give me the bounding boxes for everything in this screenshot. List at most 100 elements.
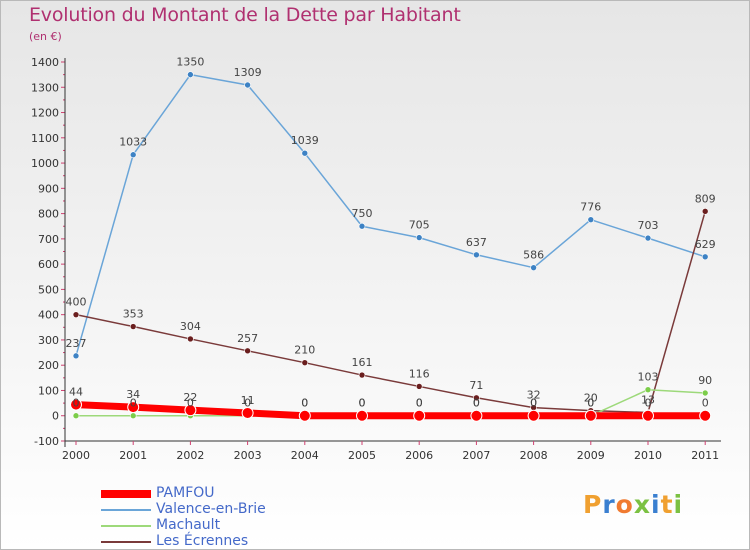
data-point: [415, 383, 423, 390]
data-label: 750: [352, 207, 373, 220]
legend-label: Machault: [156, 517, 221, 533]
x-tick-label: 2009: [577, 449, 605, 462]
data-label: 0: [73, 397, 80, 410]
data-label: 0: [587, 397, 594, 410]
x-tick-label: 2000: [62, 449, 90, 462]
data-point: [127, 401, 140, 414]
legend-label: PAMFOU: [156, 485, 215, 501]
data-label: 637: [466, 236, 487, 249]
data-point: [301, 149, 309, 157]
data-label: 71: [469, 379, 483, 392]
data-point: [356, 409, 368, 422]
data-label: 103: [638, 371, 659, 384]
data-point: [473, 251, 480, 259]
y-tick-label: 100: [38, 384, 59, 397]
legend-item-valence-en-brie: Valence-en-Brie: [101, 501, 361, 518]
data-label: 44: [69, 386, 83, 399]
legend-label: Les Écrennes: [156, 533, 249, 549]
legend-swatch: [101, 490, 151, 498]
data-point: [644, 386, 652, 394]
data-label: 0: [130, 397, 137, 410]
data-label: 353: [123, 308, 144, 321]
y-tick-label: 1000: [31, 157, 59, 170]
data-label: 13: [641, 393, 655, 406]
data-label: 1309: [234, 66, 262, 79]
data-point: [473, 394, 480, 402]
series-line: [72, 401, 709, 420]
data-label: 22: [183, 391, 197, 404]
chart-legend: PAMFOU Valence-en-Brie Machault Les Écre…: [101, 485, 361, 549]
logo-letter: i: [673, 490, 684, 519]
logo-letter: t: [660, 490, 674, 519]
data-label: 0: [244, 397, 251, 410]
data-point: [244, 347, 251, 355]
data-point: [187, 335, 194, 343]
data-label: 34: [126, 388, 140, 401]
data-label: 0: [473, 397, 480, 410]
data-point: [187, 71, 194, 78]
data-label: 0: [301, 397, 308, 410]
y-tick-label: 900: [38, 182, 59, 195]
x-tick-label: 2005: [348, 449, 376, 462]
legend-item-pamfou: PAMFOU: [101, 485, 361, 502]
data-label: 304: [180, 320, 201, 333]
data-point: [298, 409, 311, 422]
x-tick-label: 2002: [176, 449, 204, 462]
data-point: [530, 264, 537, 271]
data-label: 0: [702, 397, 709, 410]
y-tick-label: 1200: [31, 107, 59, 120]
logo-letter: P: [583, 490, 603, 519]
data-point: [244, 81, 251, 89]
chart-title: Evolution du Montant de la Dette par Hab…: [29, 4, 461, 26]
data-label: 0: [530, 397, 537, 410]
data-label: 116: [409, 367, 430, 380]
data-label: 0: [359, 397, 366, 410]
data-point: [413, 409, 426, 422]
data-point: [129, 323, 137, 330]
legend-item-machault: Machault: [101, 517, 361, 534]
data-point: [470, 409, 483, 422]
chart-subtitle: (en €): [29, 30, 62, 43]
legend-swatch: [101, 541, 151, 543]
data-label: 1033: [119, 136, 147, 149]
y-tick-label: 700: [38, 233, 59, 246]
data-point: [642, 409, 654, 422]
x-tick-label: 2011: [691, 449, 719, 462]
data-point: [129, 151, 137, 159]
data-point: [644, 234, 652, 242]
data-label: 400: [66, 296, 87, 309]
y-tick-label: 0: [52, 410, 59, 423]
proxiti-logo: Proxiti: [583, 490, 683, 519]
data-point: [72, 412, 80, 420]
data-label: 210: [294, 344, 315, 357]
y-tick-label: 1100: [31, 132, 59, 145]
data-label: 0: [187, 397, 194, 410]
data-label: 257: [237, 332, 258, 345]
data-point: [699, 409, 712, 422]
data-label: 0: [416, 397, 423, 410]
x-tick-label: 2006: [405, 449, 433, 462]
data-point: [587, 216, 595, 223]
legend-swatch: [101, 525, 151, 527]
y-tick-label: 300: [38, 334, 59, 347]
data-point: [527, 409, 540, 422]
data-label: 0: [416, 397, 423, 410]
data-label: 90: [698, 374, 712, 387]
data-point: [241, 406, 254, 419]
data-label: 0: [301, 397, 308, 410]
data-label: 237: [66, 337, 87, 350]
data-label: 0: [473, 397, 480, 410]
data-point: [701, 389, 709, 397]
data-label: 586: [523, 249, 544, 262]
series-line: [75, 210, 706, 414]
x-tick-label: 2008: [520, 449, 548, 462]
data-point: [415, 234, 423, 241]
data-label: 776: [580, 201, 601, 214]
y-tick-label: -100: [34, 435, 59, 448]
data-label: 11: [241, 394, 255, 407]
logo-letter: r: [602, 490, 616, 519]
logo-letter: x: [633, 490, 651, 519]
logo-letter: o: [615, 490, 634, 519]
y-tick-label: 500: [38, 283, 59, 296]
